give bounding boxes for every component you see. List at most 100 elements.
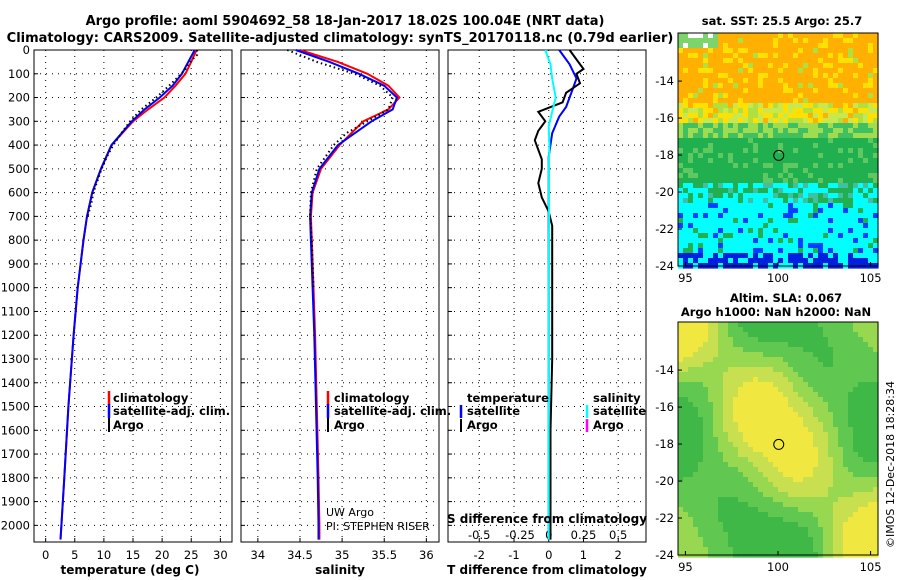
map-cell xyxy=(793,243,799,249)
map-cell xyxy=(818,547,824,553)
map-cell xyxy=(738,63,744,69)
map-cell xyxy=(713,512,719,518)
map-cell xyxy=(858,497,864,503)
map-cell xyxy=(748,407,754,413)
map-cell xyxy=(803,482,809,488)
map-cell xyxy=(803,133,809,139)
map-cell xyxy=(743,43,749,49)
map-cell xyxy=(853,367,859,373)
map-cell xyxy=(788,143,794,149)
map-cell xyxy=(783,467,789,473)
map-cell xyxy=(813,108,819,114)
map-cell xyxy=(758,477,764,483)
map-cell xyxy=(703,442,709,448)
map-cell xyxy=(728,457,734,463)
map-cell xyxy=(698,68,704,74)
map-cell xyxy=(738,482,744,488)
map-cell xyxy=(713,397,719,403)
map-cell xyxy=(758,143,764,149)
map-cell xyxy=(778,507,784,513)
map-cell xyxy=(678,412,684,418)
map-cell xyxy=(788,372,794,378)
map-cell xyxy=(818,327,824,333)
map-cell xyxy=(778,133,784,139)
map-cell xyxy=(778,482,784,488)
map-cell xyxy=(768,118,774,124)
map-cell xyxy=(778,502,784,508)
map-cell xyxy=(698,168,704,174)
map-cell xyxy=(753,153,759,159)
salinity-axes xyxy=(240,49,440,543)
map-cell xyxy=(803,103,809,109)
map-cell xyxy=(748,173,754,179)
map-cell xyxy=(773,457,779,463)
map-cell xyxy=(713,547,719,553)
map-cell xyxy=(793,233,799,239)
map-cell xyxy=(693,492,699,498)
map-cell xyxy=(703,68,709,74)
map-cell xyxy=(773,58,779,64)
map-cell xyxy=(698,512,704,518)
map-cell xyxy=(798,432,804,438)
map-cell xyxy=(768,497,774,503)
map-cell xyxy=(863,123,869,129)
map-cell xyxy=(768,73,774,79)
map-cell xyxy=(708,63,714,69)
pi-note: PI: STEPHEN RISER xyxy=(326,520,430,533)
series-salinity-satellite xyxy=(544,49,557,540)
map-cell xyxy=(808,532,814,538)
map-cell xyxy=(728,168,734,174)
map-cell xyxy=(843,228,849,234)
map-cell xyxy=(833,38,839,44)
map-cell xyxy=(748,522,754,528)
map-cell xyxy=(698,537,704,543)
map-cell xyxy=(688,452,694,458)
map-cell xyxy=(773,208,779,214)
map-cell xyxy=(823,58,829,64)
map-cell xyxy=(758,123,764,129)
map-cell xyxy=(718,98,724,104)
map-cell xyxy=(758,78,764,84)
map-cell xyxy=(693,542,699,548)
map-cell xyxy=(693,462,699,468)
map-cell xyxy=(698,48,704,54)
map-cell xyxy=(763,153,769,159)
map-cell xyxy=(808,178,814,184)
map-cell xyxy=(728,108,734,114)
map-cell xyxy=(818,447,824,453)
map-cell xyxy=(693,367,699,373)
map-cell xyxy=(868,427,874,433)
map-cell xyxy=(693,412,699,418)
map-cell xyxy=(703,48,709,54)
map-cell xyxy=(853,507,859,513)
map-cell xyxy=(848,472,854,478)
map-cell xyxy=(843,447,849,453)
map-cell xyxy=(723,248,729,254)
map-cell xyxy=(723,128,729,134)
map-cell xyxy=(708,357,714,363)
map-cell xyxy=(868,173,874,179)
map-cell xyxy=(683,133,689,139)
map-cell xyxy=(863,332,869,338)
map-cell xyxy=(748,347,754,353)
map-cell xyxy=(723,233,729,239)
map-cell xyxy=(733,417,739,423)
map-cell xyxy=(698,233,704,239)
map-cell xyxy=(798,158,804,164)
map-cell xyxy=(813,173,819,179)
map-cell xyxy=(678,392,684,398)
map-cell xyxy=(803,447,809,453)
map-cell xyxy=(843,417,849,423)
map-cell xyxy=(698,193,704,199)
map-cell xyxy=(808,213,814,219)
map-cell xyxy=(813,357,819,363)
map-cell xyxy=(848,198,854,204)
y-tick-label: 0 xyxy=(23,43,30,57)
map-cell xyxy=(858,238,864,244)
map-cell xyxy=(763,78,769,84)
map-cell xyxy=(828,163,834,169)
map-cell xyxy=(793,397,799,403)
map-cell xyxy=(763,542,769,548)
map-cell xyxy=(738,58,744,64)
map-cell xyxy=(733,362,739,368)
